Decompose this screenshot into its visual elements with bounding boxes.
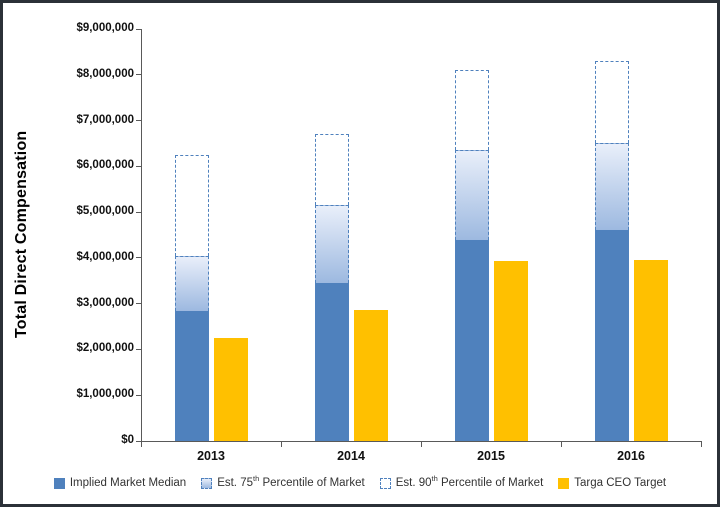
y-tick-mark	[136, 348, 141, 350]
y-tick-mark	[136, 303, 141, 305]
bar-90th-percentile	[314, 134, 349, 206]
y-tick-mark	[136, 211, 141, 213]
x-tick-mark	[560, 442, 562, 447]
bar-implied-market-median	[174, 310, 209, 441]
legend-item-targa-ceo-target: Targa CEO Target	[558, 477, 666, 489]
y-tick-label: $0	[121, 434, 134, 446]
bar-90th-percentile	[454, 70, 489, 151]
y-tick-label: $1,000,000	[76, 388, 134, 401]
bar-implied-market-median	[314, 283, 349, 441]
legend-label-75th-percentile: Est. 75th Percentile of Market	[217, 474, 365, 489]
legend-label-implied-market-median: Implied Market Median	[69, 477, 187, 489]
y-tick-mark	[136, 120, 141, 122]
x-tick-mark	[700, 442, 702, 447]
y-tick-label: $8,000,000	[76, 67, 134, 80]
y-tick-label: $2,000,000	[76, 342, 134, 355]
legend-label-90th-percentile: Est. 90th Percentile of Market	[395, 474, 544, 489]
y-axis-line	[141, 29, 142, 442]
legend-item-90th-percentile: Est. 90th Percentile of Market	[379, 474, 544, 489]
legend: Implied Market Median Est. 75th Percenti…	[3, 474, 717, 492]
y-tick-mark	[136, 165, 141, 167]
legend-item-75th-percentile: Est. 75th Percentile of Market	[201, 474, 365, 489]
bar-implied-market-median	[594, 230, 629, 441]
x-tick-label: 2014	[337, 449, 365, 463]
bar-90th-percentile	[594, 61, 629, 144]
bar-75th-percentile	[594, 143, 629, 231]
y-tick-label: $6,000,000	[76, 159, 134, 172]
x-tick-mark	[280, 442, 282, 447]
x-tick-label: 2013	[197, 449, 225, 463]
bar-implied-market-median	[454, 239, 489, 441]
legend-swatch-targa-ceo-target	[558, 477, 570, 489]
y-axis-title: Total Direct Compensation	[13, 130, 30, 338]
y-tick-mark	[136, 28, 141, 30]
bar-targa-ceo-target	[633, 260, 668, 441]
y-tick-label: $7,000,000	[76, 113, 134, 126]
y-tick-label: $5,000,000	[76, 205, 134, 218]
x-tick-label: 2016	[617, 449, 645, 463]
y-tick-label: $9,000,000	[76, 22, 134, 34]
x-axis-line	[136, 441, 702, 442]
y-tick-label: $3,000,000	[76, 296, 134, 309]
y-axis-tick-labels: $0 $1,000,000 $2,000,000 $3,000,000 $4,000,0…	[33, 22, 134, 446]
bar-targa-ceo-target	[493, 261, 528, 441]
y-tick-mark	[136, 257, 141, 259]
y-tick-mark	[136, 74, 141, 76]
y-tick-label: $4,000,000	[76, 250, 134, 263]
x-axis-tick-marks	[140, 442, 702, 447]
bar-75th-percentile	[174, 255, 209, 311]
legend-swatch-75th-percentile	[201, 477, 213, 489]
x-tick-label: 2015	[477, 449, 505, 463]
bar-75th-percentile	[314, 205, 349, 284]
legend-swatch-90th-percentile	[379, 477, 391, 489]
legend-swatch-median	[53, 477, 65, 489]
legend-item-implied-market-median: Implied Market Median	[53, 477, 187, 489]
x-tick-mark	[140, 442, 142, 447]
x-axis-tick-labels: 2013 2014 2015 2016	[141, 449, 701, 466]
x-tick-mark	[420, 442, 422, 447]
legend-label-targa-ceo-target: Targa CEO Target	[574, 477, 667, 489]
bar-75th-percentile	[454, 150, 489, 240]
bar-targa-ceo-target	[353, 309, 388, 441]
bar-targa-ceo-target	[213, 338, 248, 441]
plot-area	[141, 29, 701, 441]
y-tick-mark	[136, 394, 141, 396]
bar-90th-percentile	[174, 154, 209, 256]
